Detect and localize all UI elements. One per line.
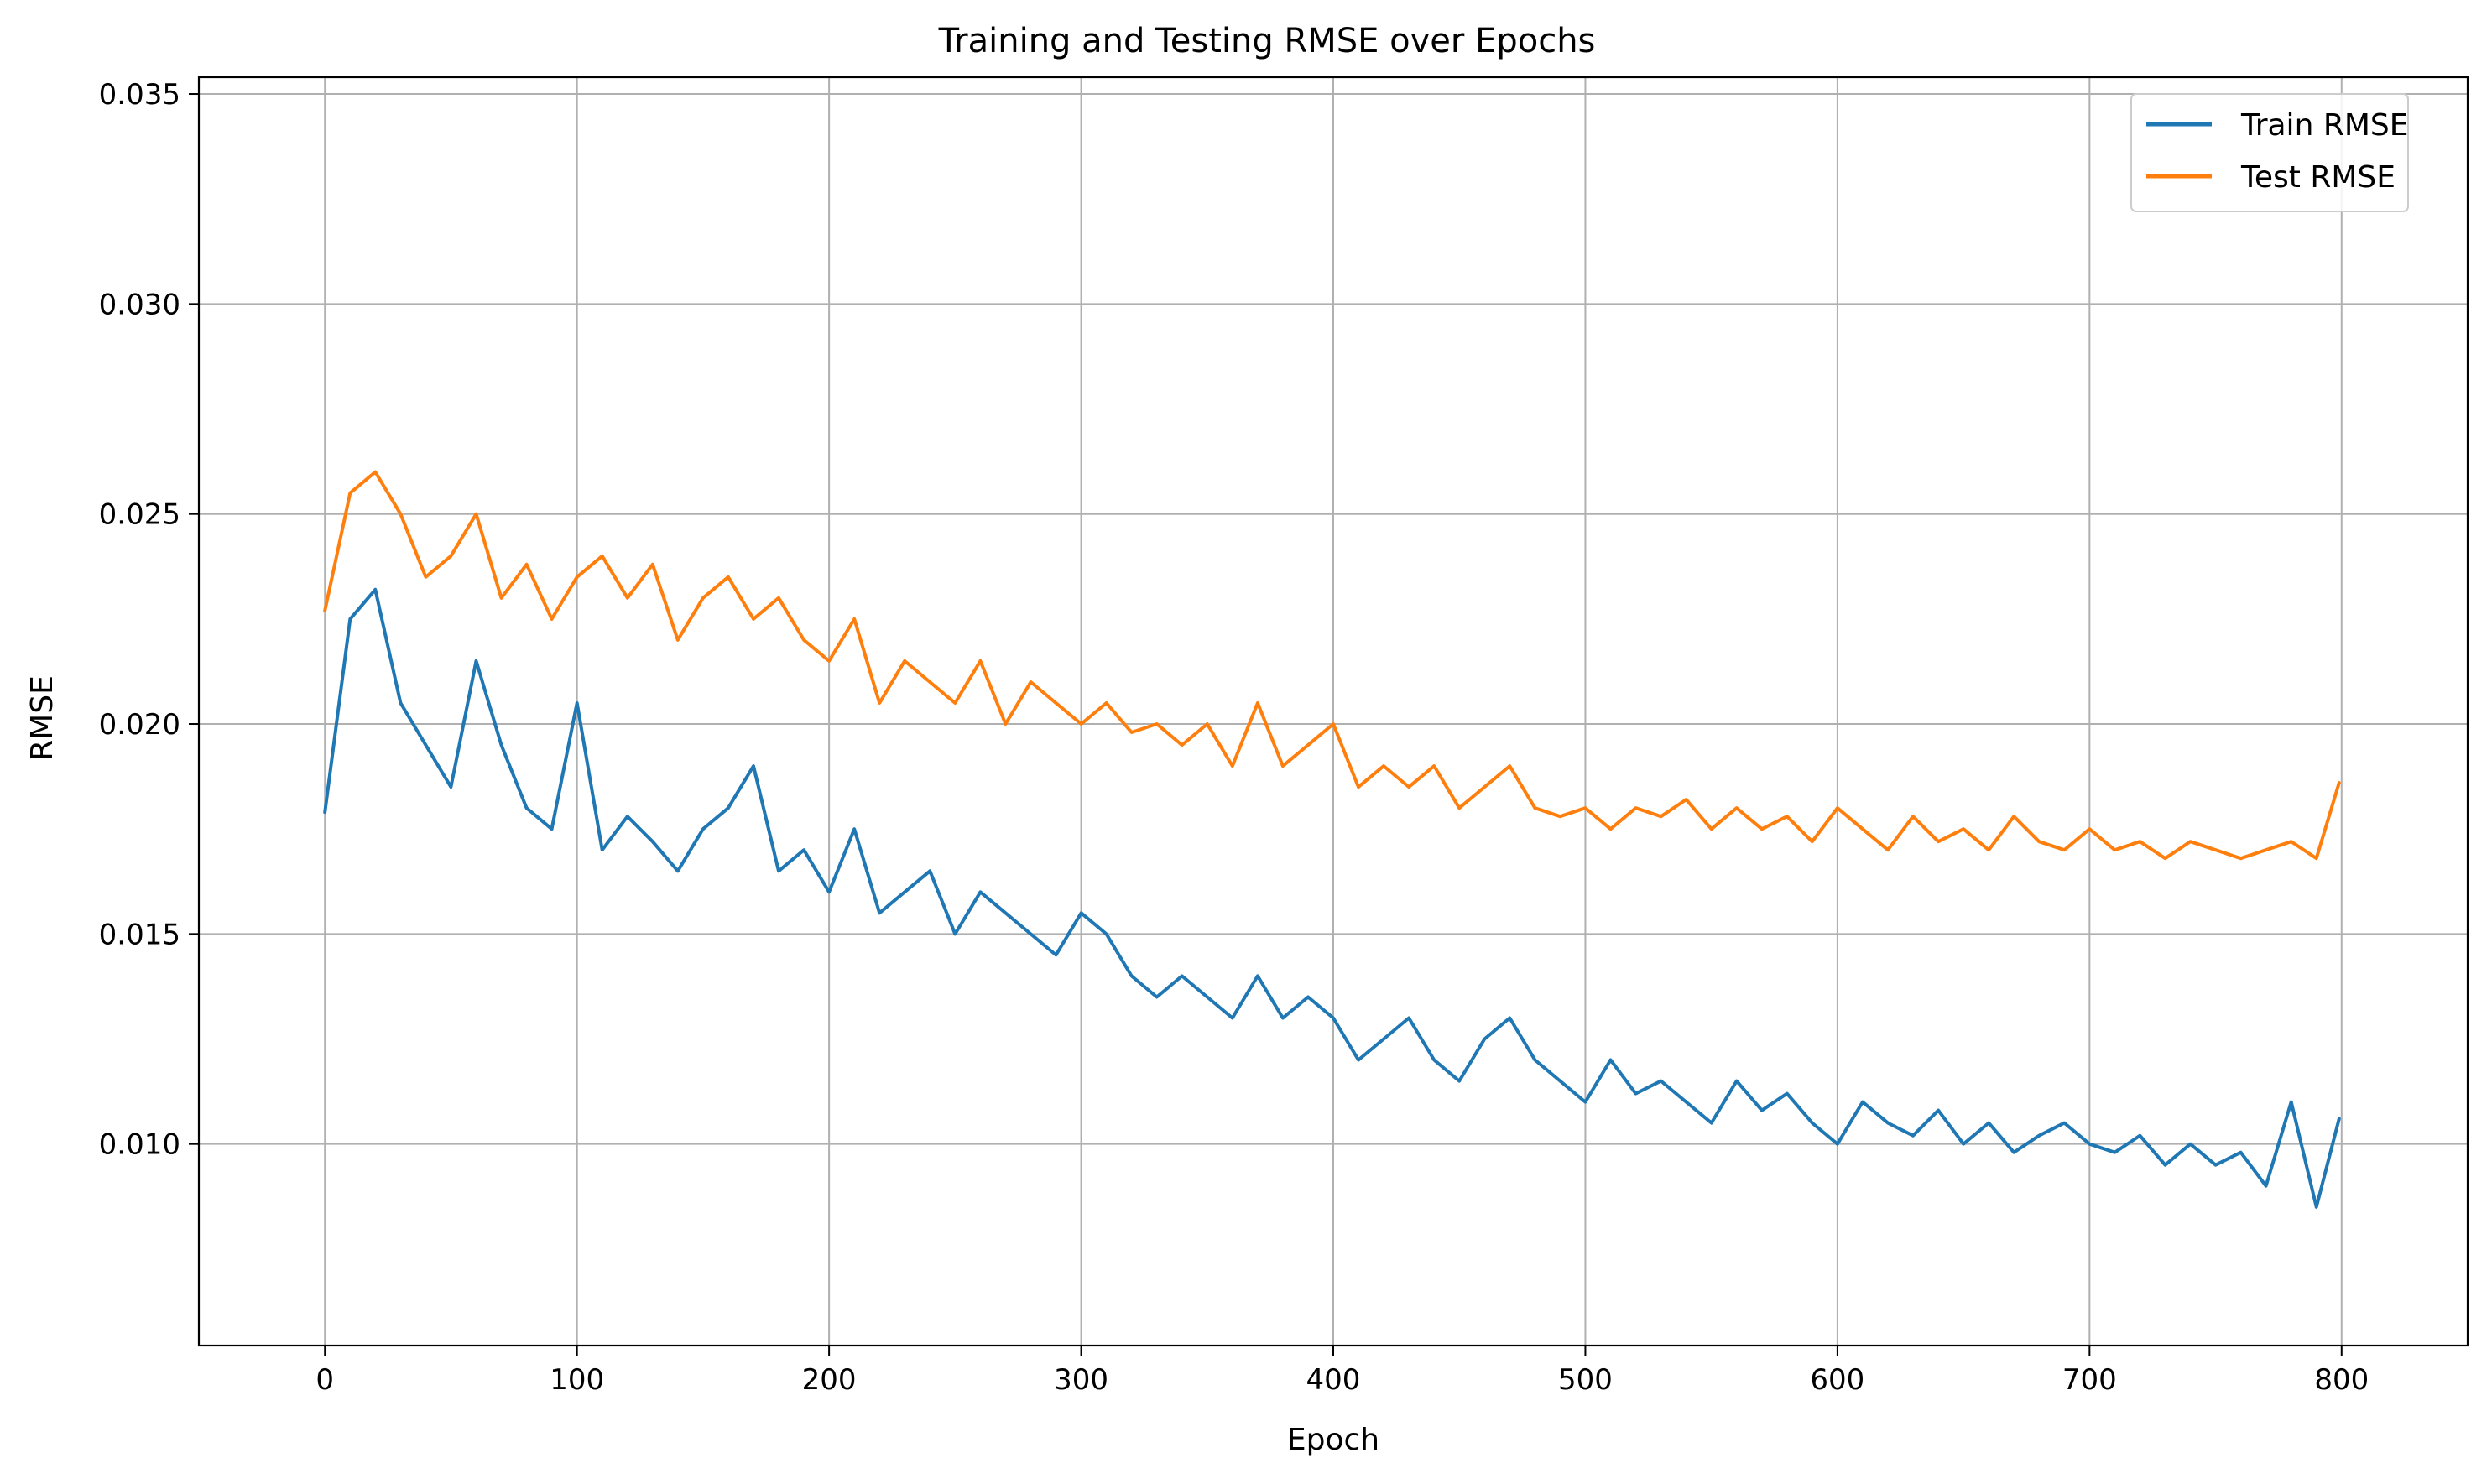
- x-tick-label: 100: [550, 1363, 604, 1397]
- x-tick-label: 0: [315, 1363, 334, 1397]
- x-tick-label: 200: [802, 1363, 857, 1397]
- x-tick-label: 500: [1558, 1363, 1613, 1397]
- y-tick-label: 0.020: [99, 708, 180, 742]
- legend: Train RMSE Test RMSE: [2130, 93, 2409, 212]
- x-tick-label: 700: [2062, 1363, 2117, 1397]
- y-tick-label: 0.015: [99, 918, 180, 951]
- series-lines: [323, 470, 2341, 1209]
- y-tick-label: 0.025: [99, 498, 180, 532]
- chart-title: Training and Testing RMSE over Epochs: [938, 22, 1596, 60]
- series-line-test: [323, 470, 2341, 861]
- x-tick-label: 400: [1306, 1363, 1361, 1397]
- legend-label-train: Train RMSE: [2240, 108, 2409, 143]
- x-axis-label: Epoch: [1287, 1423, 1379, 1457]
- y-axis-label: RMSE: [25, 675, 60, 761]
- y-tick-label: 0.035: [99, 78, 180, 112]
- y-tick-label: 0.010: [99, 1128, 180, 1162]
- y-tick-label: 0.030: [99, 288, 180, 321]
- x-tick-label: 800: [2314, 1363, 2369, 1397]
- legend-label-test: Test RMSE: [2240, 160, 2396, 195]
- x-tick-label: 300: [1054, 1363, 1108, 1397]
- series-line-train: [323, 587, 2341, 1209]
- axis-ticks: 0 100 200 300 400 500 600 700 800 0.010 0.015 0.020…: [99, 78, 2369, 1397]
- x-tick-label: 600: [1810, 1363, 1864, 1397]
